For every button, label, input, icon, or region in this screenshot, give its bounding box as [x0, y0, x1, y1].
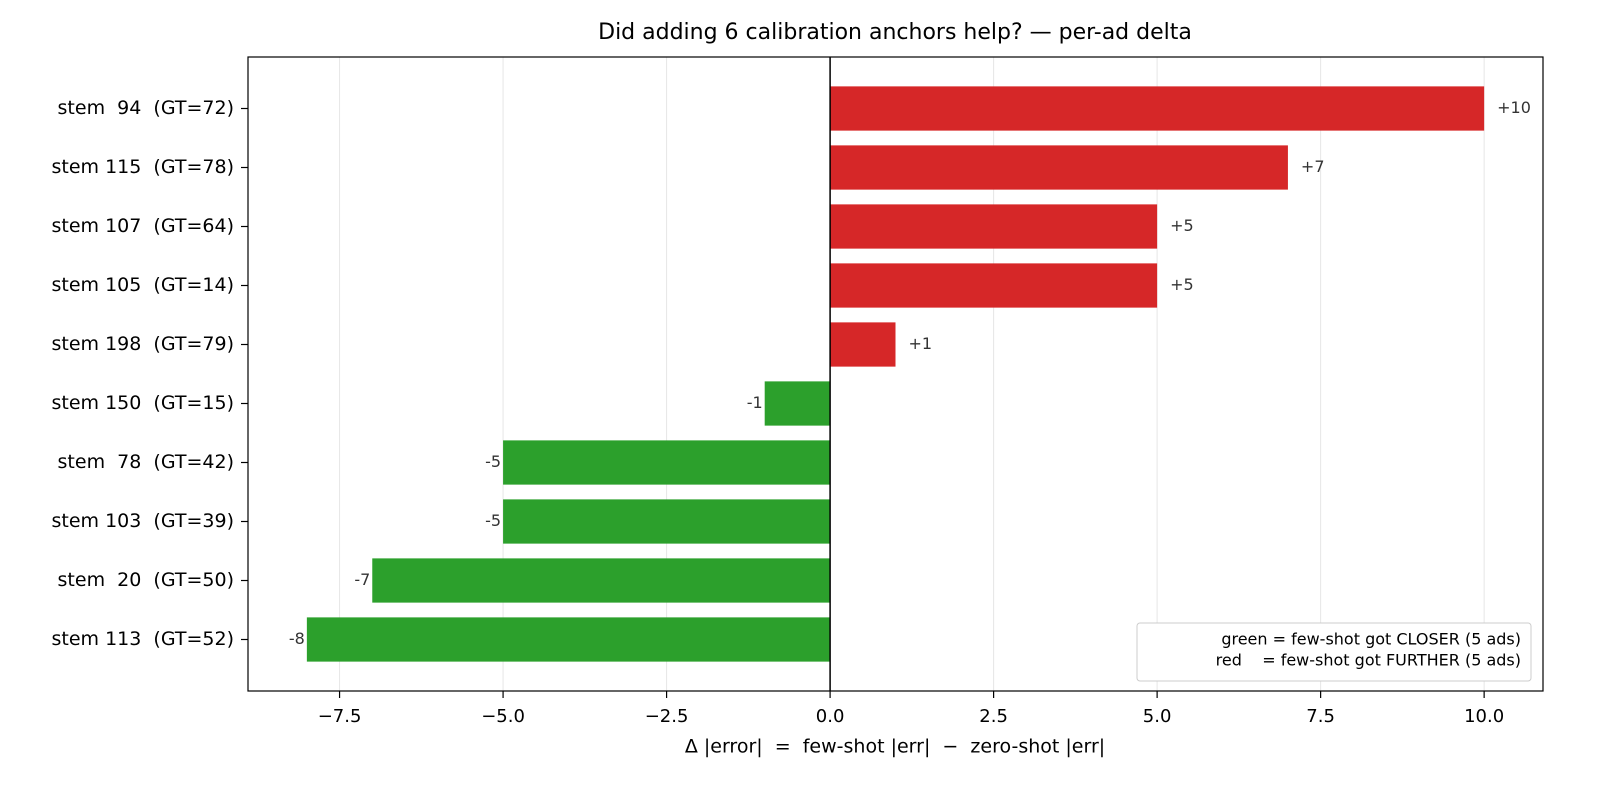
bar: [372, 558, 831, 603]
x-tick-label: 5.0: [1143, 706, 1172, 727]
chart-title: Did adding 6 calibration anchors help? —…: [598, 20, 1192, 45]
bar: [306, 617, 831, 662]
y-tick-label: stem 20 (GT=50): [58, 569, 234, 591]
y-tick-label: stem 94 (GT=72): [58, 97, 234, 119]
y-tick-label: stem 103 (GT=39): [51, 510, 234, 532]
value-label: +5: [1170, 275, 1194, 294]
value-label: -7: [354, 570, 370, 589]
legend-text: green = few-shot got CLOSER (5 ads): [1221, 630, 1521, 649]
y-tick-label: stem 113 (GT=52): [51, 628, 234, 650]
x-tick-label: 0.0: [816, 706, 845, 727]
bar: [830, 86, 1485, 131]
x-tick-label: 10.0: [1464, 706, 1504, 727]
value-label: +5: [1170, 216, 1194, 235]
value-label: +10: [1497, 98, 1531, 117]
value-label: -5: [485, 511, 501, 530]
bar: [830, 263, 1158, 308]
y-tick-label: stem 198 (GT=79): [51, 333, 234, 355]
bar: [503, 440, 831, 485]
bar: [830, 145, 1288, 190]
y-tick-label: stem 78 (GT=42): [58, 451, 234, 473]
legend-box: [1136, 622, 1532, 682]
y-tick-label: stem 150 (GT=15): [51, 392, 234, 414]
value-label: -5: [485, 452, 501, 471]
y-tick-label: stem 105 (GT=14): [51, 274, 234, 296]
value-label: -8: [289, 629, 305, 648]
value-label: -1: [747, 393, 763, 412]
plot-frame: [247, 56, 1544, 692]
x-tick-label: −5.0: [481, 706, 525, 727]
x-tick-label: 2.5: [979, 706, 1008, 727]
x-tick-label: 7.5: [1306, 706, 1335, 727]
bar: [830, 322, 896, 367]
x-axis-label: Δ |error| = few-shot |err| − zero-shot |…: [685, 736, 1105, 758]
bar: [830, 204, 1158, 249]
legend-text: red = few-shot got FURTHER (5 ads): [1216, 651, 1521, 670]
x-tick-label: −7.5: [318, 706, 362, 727]
bar: [503, 499, 831, 544]
value-label: +1: [909, 334, 933, 353]
y-tick-label: stem 115 (GT=78): [51, 156, 234, 178]
x-tick-label: −2.5: [645, 706, 689, 727]
bar: [764, 381, 831, 426]
value-label: +7: [1301, 157, 1325, 176]
y-tick-label: stem 107 (GT=64): [51, 215, 234, 237]
